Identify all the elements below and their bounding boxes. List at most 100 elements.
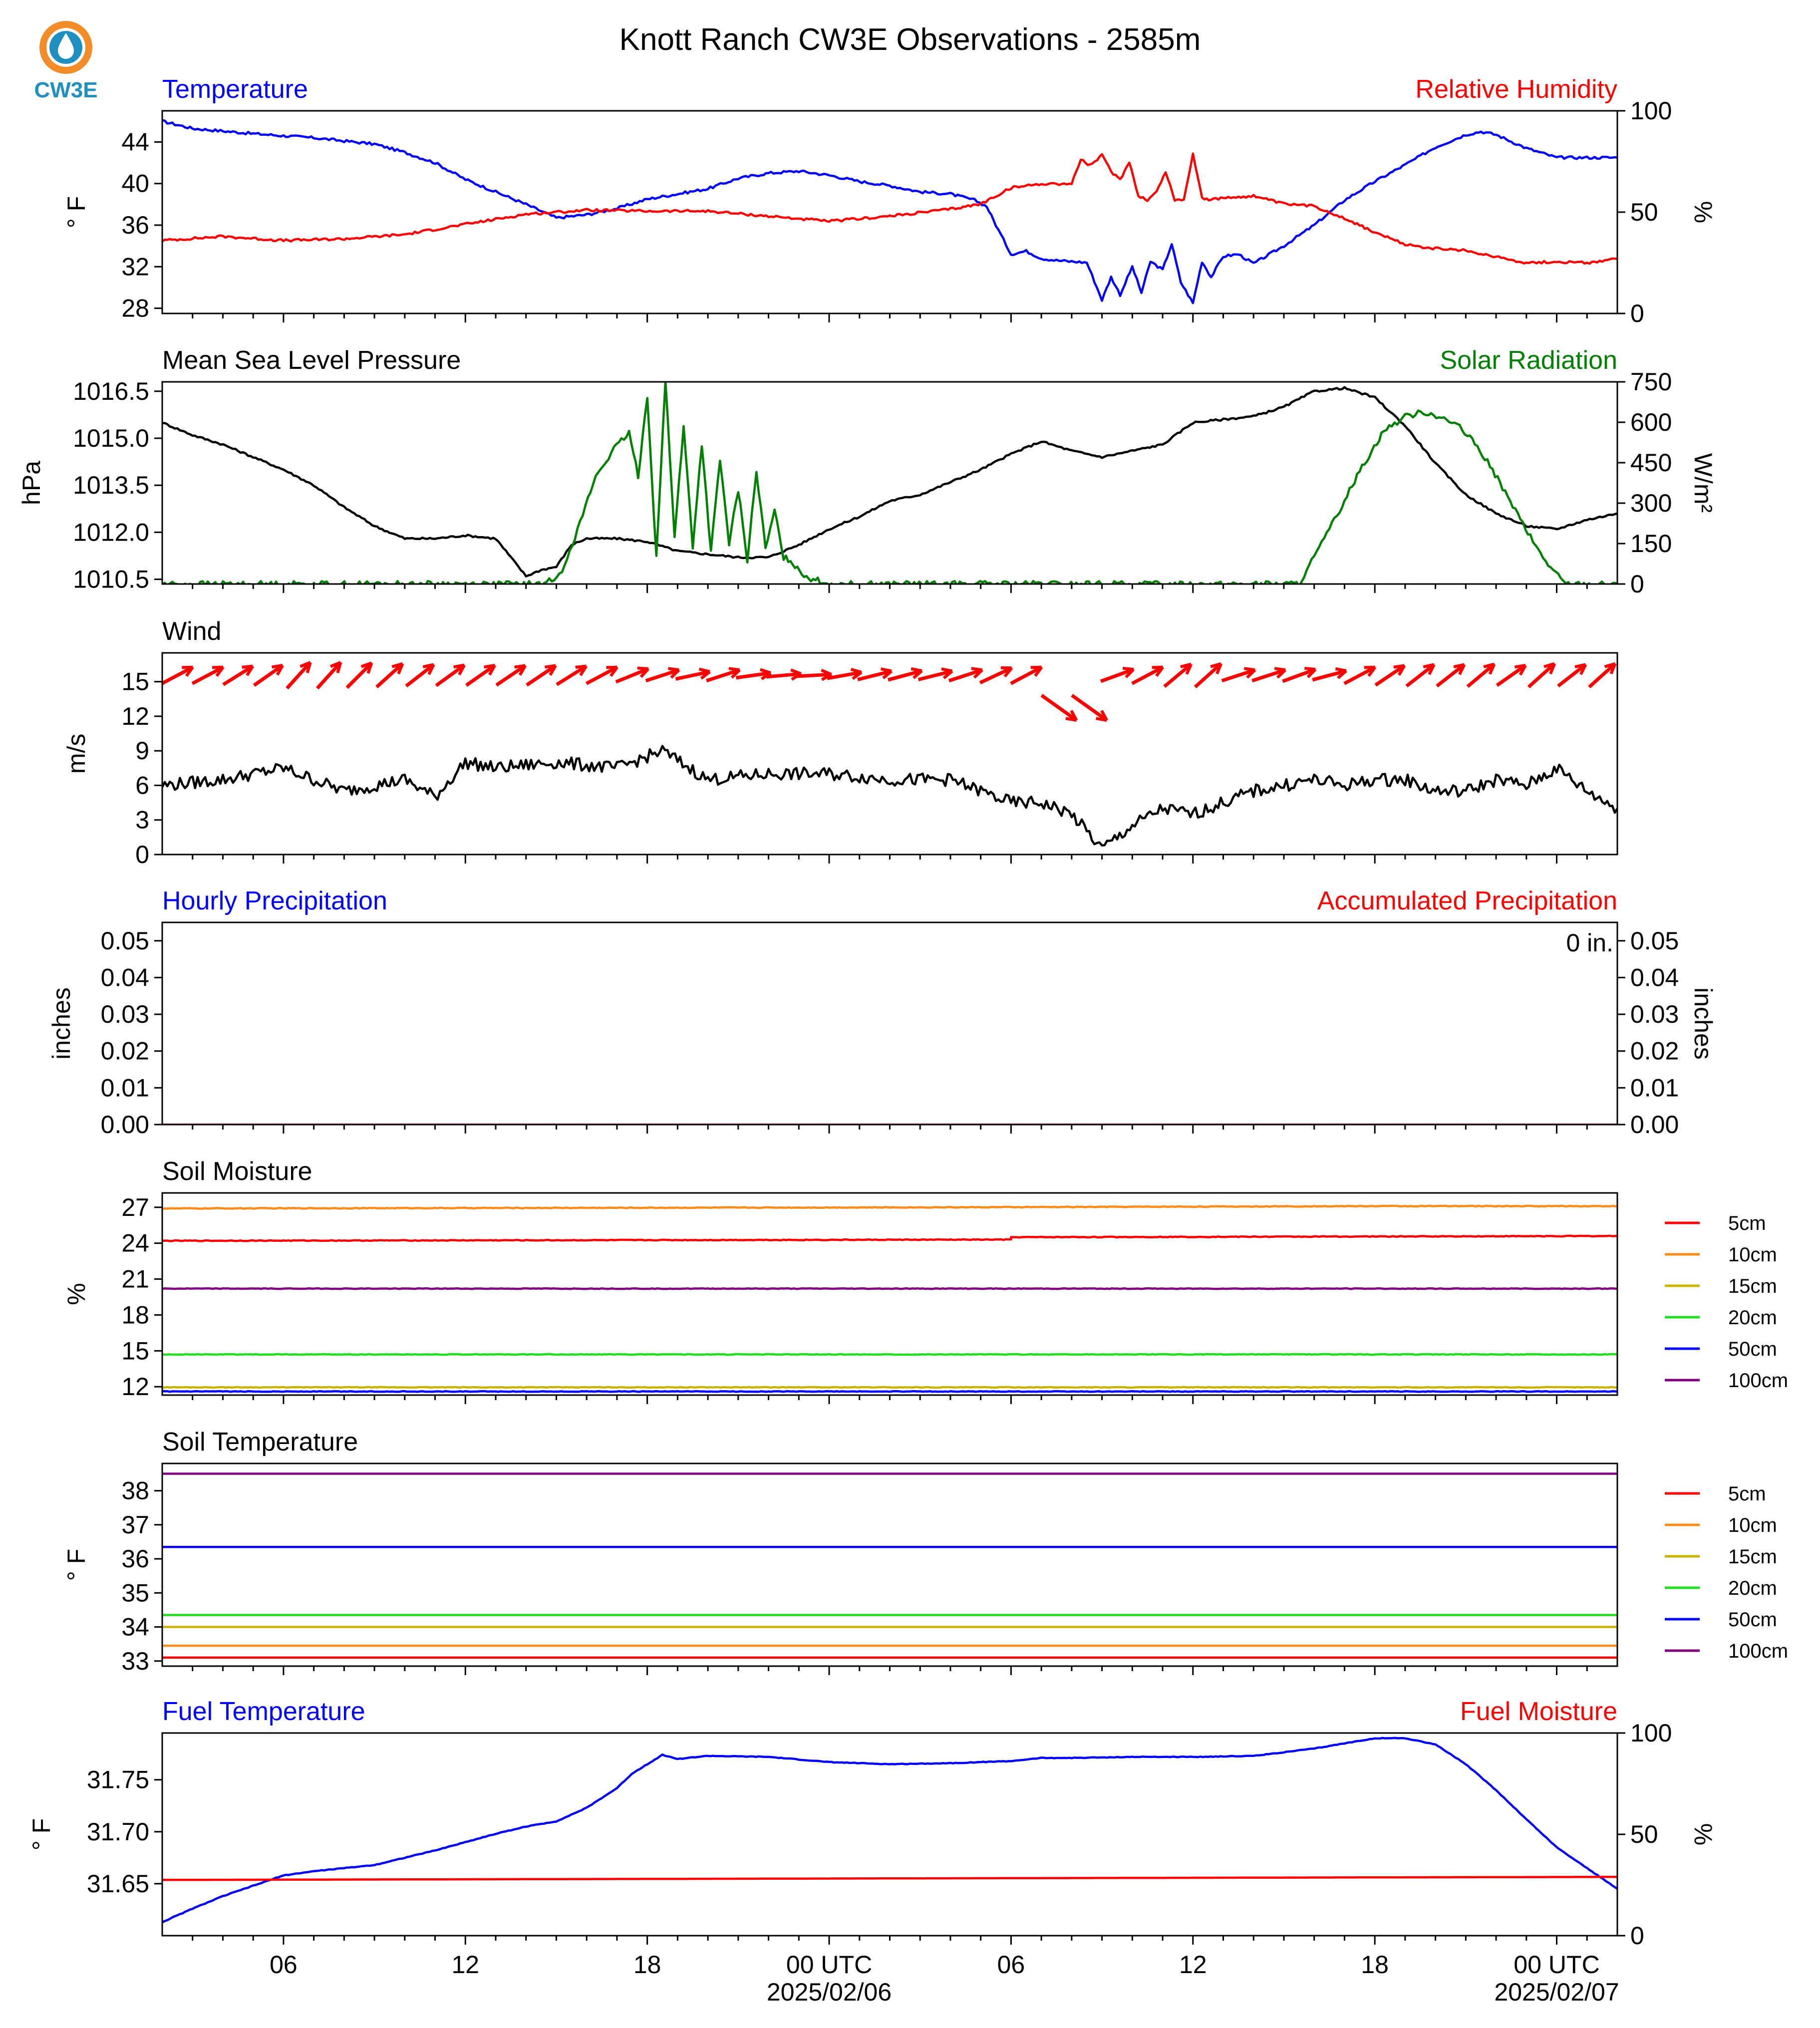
plot-frame: [161, 110, 1618, 314]
y-tick-label-left: 31.65: [87, 1870, 149, 1898]
y-axis-label-left: %: [62, 1283, 90, 1305]
wind-barb: [495, 664, 527, 687]
panel-4: 12 15 18 21 24 27 Soil Moisture% 5cm 10cm 15cm 20c…: [62, 1157, 1788, 1404]
y-tick-label-left: 18: [121, 1301, 149, 1329]
wind-barb: [286, 661, 312, 690]
wind-barb: [1496, 664, 1527, 687]
y-tick-label-left: 35: [121, 1579, 149, 1607]
y-tick-label-left: 36: [121, 211, 149, 239]
wind-barb-head: [484, 663, 496, 676]
y-tick-label-left: 1012.0: [73, 518, 149, 546]
y-tick-label-left: 0.00: [101, 1111, 149, 1139]
wind-barb: [435, 663, 466, 687]
y-tick-label-right: 150: [1630, 530, 1672, 558]
y-tick-label-right: 0.05: [1630, 927, 1679, 955]
panel-title-left: Temperature: [162, 75, 308, 104]
wind-barb-head: [514, 664, 527, 676]
logo-drop-icon: [58, 33, 74, 59]
wind-barb: [675, 670, 710, 681]
wind-barb: [345, 661, 373, 689]
wind-barb: [1221, 668, 1256, 683]
x-tick-label: 18: [1361, 1951, 1389, 1979]
logo-text: CW3E: [34, 78, 97, 102]
wind-barb-head: [1604, 662, 1617, 675]
wind-barb: [1071, 694, 1108, 722]
panel-title-right: Solar Radiation: [1440, 346, 1617, 375]
wind-barb-head: [544, 664, 557, 676]
wind-barb: [917, 669, 953, 681]
wind-barb-head: [1274, 667, 1286, 679]
wind-barb-head: [1180, 662, 1193, 675]
wind-barb: [979, 666, 1013, 684]
y-tick-label-right: 50: [1630, 1820, 1658, 1848]
y-tick-label-left: 37: [121, 1511, 149, 1539]
panel-title-left: Mean Sea Level Pressure: [162, 346, 461, 375]
y-tick-label-right: 450: [1630, 449, 1672, 477]
wind-barb-head: [728, 667, 741, 679]
wind-barb-head: [360, 661, 373, 674]
wind-barb-head: [1152, 665, 1165, 677]
wind-barb-head: [1243, 667, 1256, 679]
y-tick-label-left: 40: [121, 170, 149, 198]
panel-title-left: Hourly Precipitation: [162, 886, 387, 915]
wind-barb: [827, 670, 862, 680]
x-tick-label: 00 UTC: [1514, 1951, 1599, 1979]
y-tick-label-left: 0.05: [101, 927, 149, 955]
wind-barb-head: [637, 666, 649, 678]
wind-barb: [253, 664, 284, 687]
series-line-15cm: [162, 1386, 1617, 1389]
y-axis-label-right: %: [1689, 201, 1717, 223]
y-tick-label-left: 31.70: [87, 1818, 149, 1846]
legend-label: 5cm: [1728, 1212, 1766, 1234]
x-tick-label: 18: [633, 1951, 661, 1979]
x-tick-label: 00 UTC: [786, 1951, 872, 1979]
wind-barb-head: [1030, 665, 1043, 677]
wind-barb: [948, 668, 983, 683]
series-line-mean-sea-level-pressure: [162, 386, 1617, 578]
y-tick-label-left: 34: [121, 1613, 149, 1641]
wind-barb-head: [242, 664, 255, 676]
wind-barb-head: [850, 668, 863, 680]
wind-barb-head: [300, 661, 312, 673]
panel-title-left: Soil Moisture: [162, 1157, 312, 1186]
wind-barb: [736, 671, 771, 680]
y-tick-label-left: 36: [121, 1545, 149, 1573]
wind-barb: [1282, 667, 1316, 683]
y-axis-label-left: hPa: [17, 461, 45, 505]
y-tick-label-left: 0: [135, 841, 149, 869]
wind-barb-head: [821, 668, 833, 681]
y-axis-label-right: inches: [1689, 987, 1717, 1060]
legend-label: 50cm: [1728, 1609, 1777, 1631]
y-tick-label-left: 24: [121, 1229, 149, 1257]
series-line-relative-humidity: [162, 152, 1617, 265]
y-axis-label-right: %: [1689, 1823, 1717, 1845]
plot-frame: [161, 921, 1618, 1126]
wind-barb: [315, 661, 342, 690]
plot-area: [162, 661, 1617, 847]
wind-barb-head: [272, 663, 284, 676]
series-line-20cm: [162, 1353, 1617, 1356]
series-line-fuel-temperature: [162, 1737, 1617, 1924]
y-tick-label-left: 12: [121, 702, 149, 730]
wind-barb-head: [698, 667, 711, 680]
wind-barb: [706, 668, 740, 683]
y-tick-label-right: 0: [1630, 299, 1644, 327]
series-line-5cm: [162, 1234, 1617, 1242]
wind-barb: [888, 669, 922, 682]
wind-barb: [1040, 694, 1078, 722]
wind-barb-head: [1483, 662, 1496, 675]
y-tick-label-left: 31.75: [87, 1766, 149, 1794]
y-tick-label-left: 1015.0: [73, 424, 149, 452]
wind-barb-head: [1364, 665, 1377, 677]
wind-barb-head: [760, 668, 772, 680]
wind-barb-head: [1335, 667, 1347, 679]
wind-barb: [1163, 662, 1193, 688]
wind-barb-head: [880, 667, 893, 679]
legend-label: 50cm: [1728, 1338, 1777, 1360]
wind-barb-head: [1453, 663, 1466, 675]
y-tick-label-left: 0.04: [101, 963, 149, 991]
y-tick-label-right: 0.03: [1630, 1000, 1679, 1028]
y-tick-label-left: 0.02: [101, 1037, 149, 1065]
